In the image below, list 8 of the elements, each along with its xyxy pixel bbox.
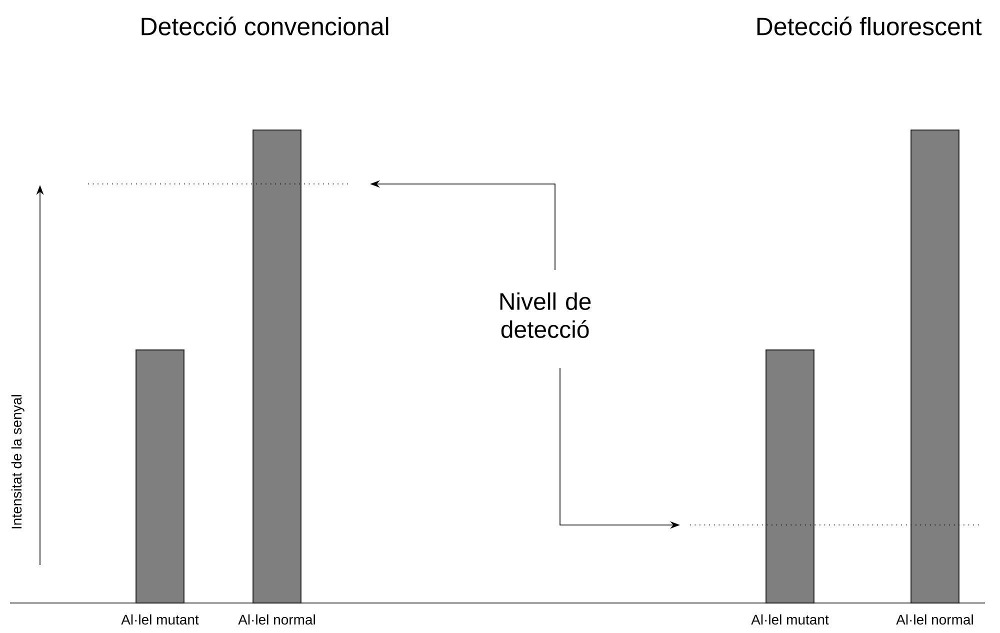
text: Nivell de detecció: [500, 292, 591, 338]
x-tick-label: Al·lel mutant: [121, 614, 199, 625]
x-tick-label: Al·lel normal: [896, 614, 973, 625]
x-tick-label: Al·lel mutant: [751, 614, 829, 625]
chart-title: Detecció convencional: [142, 16, 388, 36]
y-axis-title: Intensitat de la senyal: [11, 395, 24, 528]
chart-title: Detecció fluorescent: [757, 16, 982, 36]
x-tick-label: Al·lel normal: [238, 614, 315, 625]
